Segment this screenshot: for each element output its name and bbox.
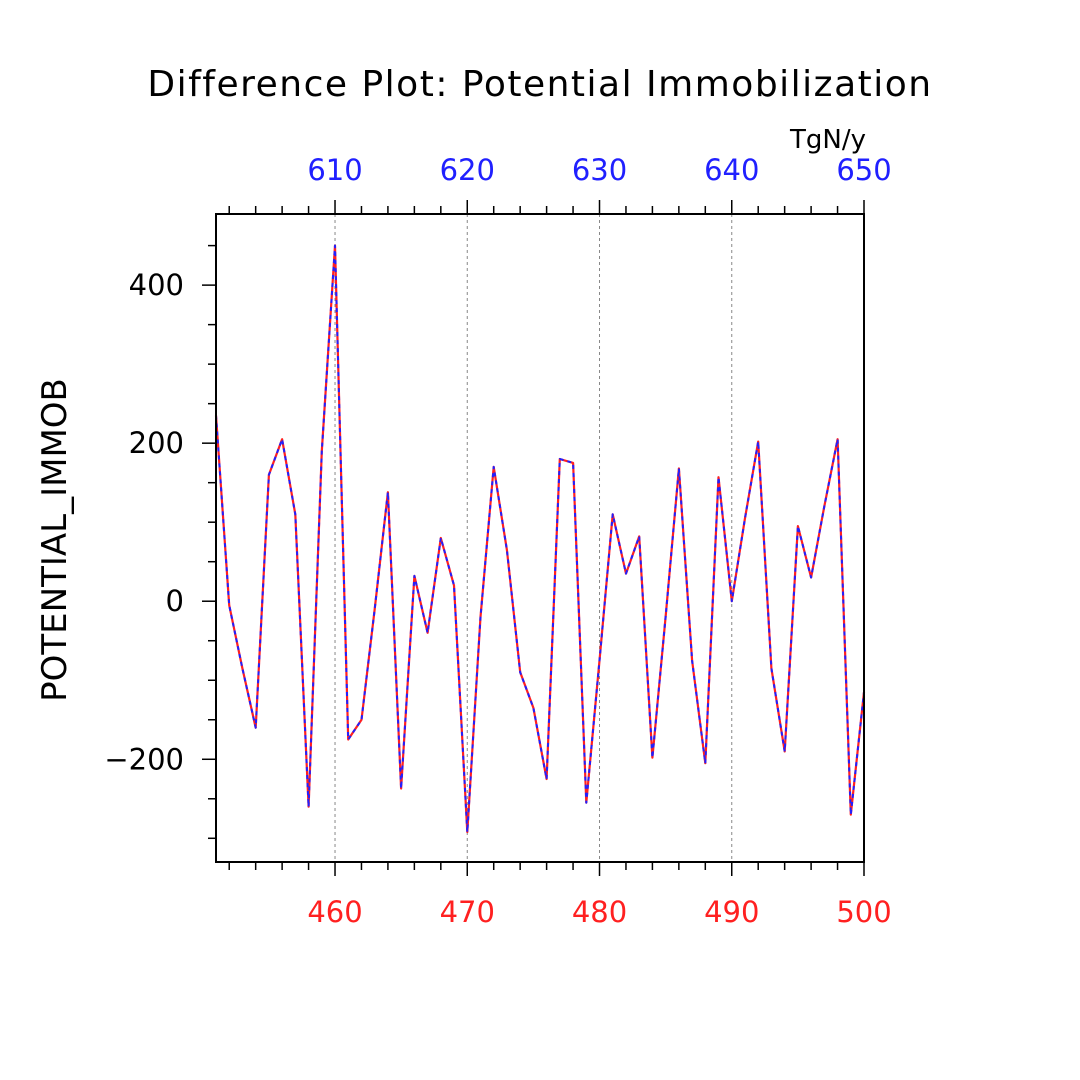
x-tick-label: 500 [836,895,891,929]
y-tick-label: −200 [104,742,184,776]
series-line-blue [215,244,865,833]
x-tick-label: 490 [704,895,759,929]
axis-ticks [202,200,865,876]
y-tick-label: 200 [129,426,184,460]
units-label: TgN/y [789,125,866,155]
x2-tick-label: 610 [307,153,362,187]
plot-frame [215,213,865,863]
x-tick-label: 470 [440,895,495,929]
x2-tick-label: 650 [836,153,891,187]
grid-lines [334,214,733,862]
plot-border [215,213,865,863]
chart-title: Difference Plot: Potential Immobilizatio… [147,64,932,105]
x-tick-label: 480 [572,895,627,929]
x2-tick-label: 640 [704,153,759,187]
y-axis-label: POTENTIAL_IMMOB [35,378,75,702]
y-tick-label: 0 [166,584,184,618]
x2-tick-label: 630 [572,153,627,187]
tick-labels: 460 470 480 490 500 610 620 630 640 650 −200 0 200 40… [104,153,891,929]
series-lines [214,244,866,834]
x-tick-label: 460 [307,895,362,929]
y-tick-label: 400 [129,268,184,302]
x2-tick-label: 620 [440,153,495,187]
